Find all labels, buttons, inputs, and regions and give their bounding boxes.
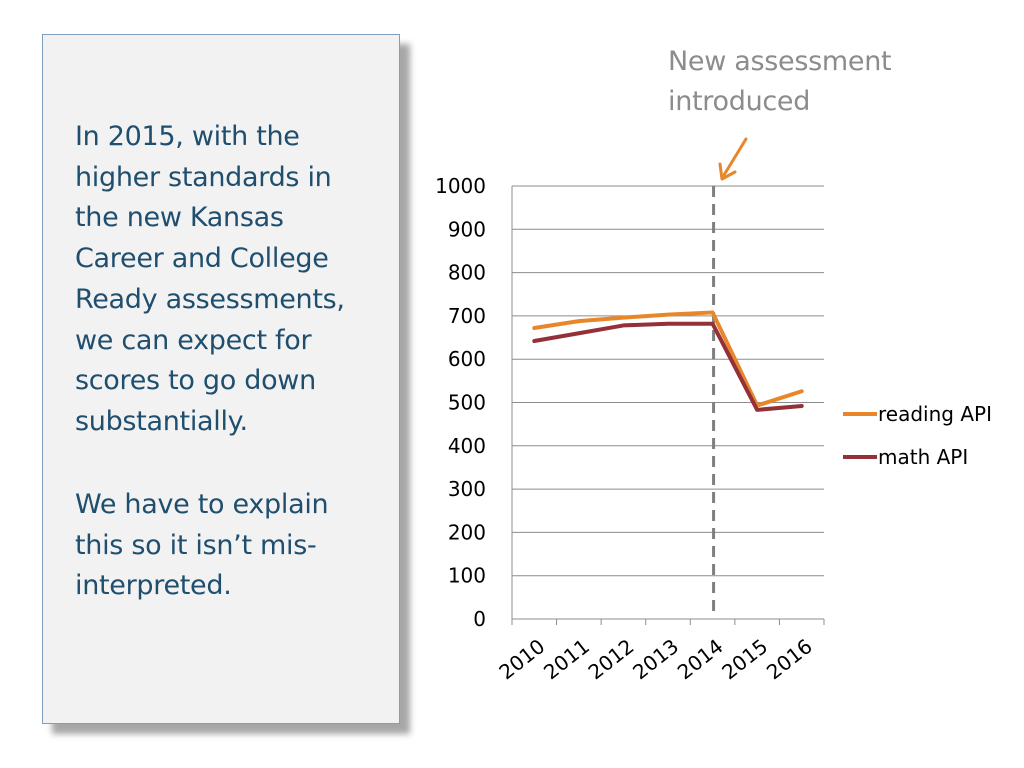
- arrow-head: [718, 162, 737, 181]
- callout-paragraph-1: In 2015, with the higher standards in th…: [75, 121, 345, 437]
- x-tick-label: 2010: [494, 634, 549, 684]
- y-tick-label: 200: [448, 520, 486, 544]
- y-tick-label: 700: [448, 304, 486, 328]
- x-tick-label: 2014: [673, 634, 728, 684]
- y-tick-label: 400: [448, 434, 486, 458]
- x-tick-label: 2012: [584, 634, 639, 684]
- y-tick-label: 100: [448, 564, 486, 588]
- callout-paragraph-2: We have to explain this so it isn’t mis-…: [75, 489, 329, 602]
- assessment-annotation: New assessment introduced: [668, 46, 892, 117]
- annotation-arrow: [718, 137, 748, 181]
- y-tick-label: 600: [448, 347, 486, 371]
- x-tick-label: 2013: [628, 634, 683, 684]
- legend-label: reading API: [878, 402, 992, 426]
- y-tick-label: 500: [448, 391, 486, 415]
- series-line-math-api: [532, 321, 804, 412]
- x-tick-label: 2016: [762, 634, 817, 684]
- arrow-shaft: [722, 137, 748, 177]
- axes: [511, 186, 825, 625]
- y-tick-label: 1000: [435, 174, 486, 198]
- y-tick-label: 900: [448, 217, 486, 241]
- legend: reading API math API: [843, 402, 992, 469]
- y-tick-label: 0: [473, 607, 486, 631]
- x-tick-label: 2011: [539, 634, 594, 684]
- tick-labels: 0 100 200 300 400 500 600 700 800 900 1000 20102011…: [435, 174, 817, 684]
- text-callout-box: In 2015, with the higher standards in th…: [42, 34, 400, 724]
- x-tick-label: 2015: [717, 634, 772, 684]
- legend-label: math API: [878, 445, 968, 469]
- y-tick-label: 800: [448, 261, 486, 285]
- series-lines: [532, 310, 804, 412]
- gridlines: [512, 185, 824, 577]
- y-tick-label: 300: [448, 477, 486, 501]
